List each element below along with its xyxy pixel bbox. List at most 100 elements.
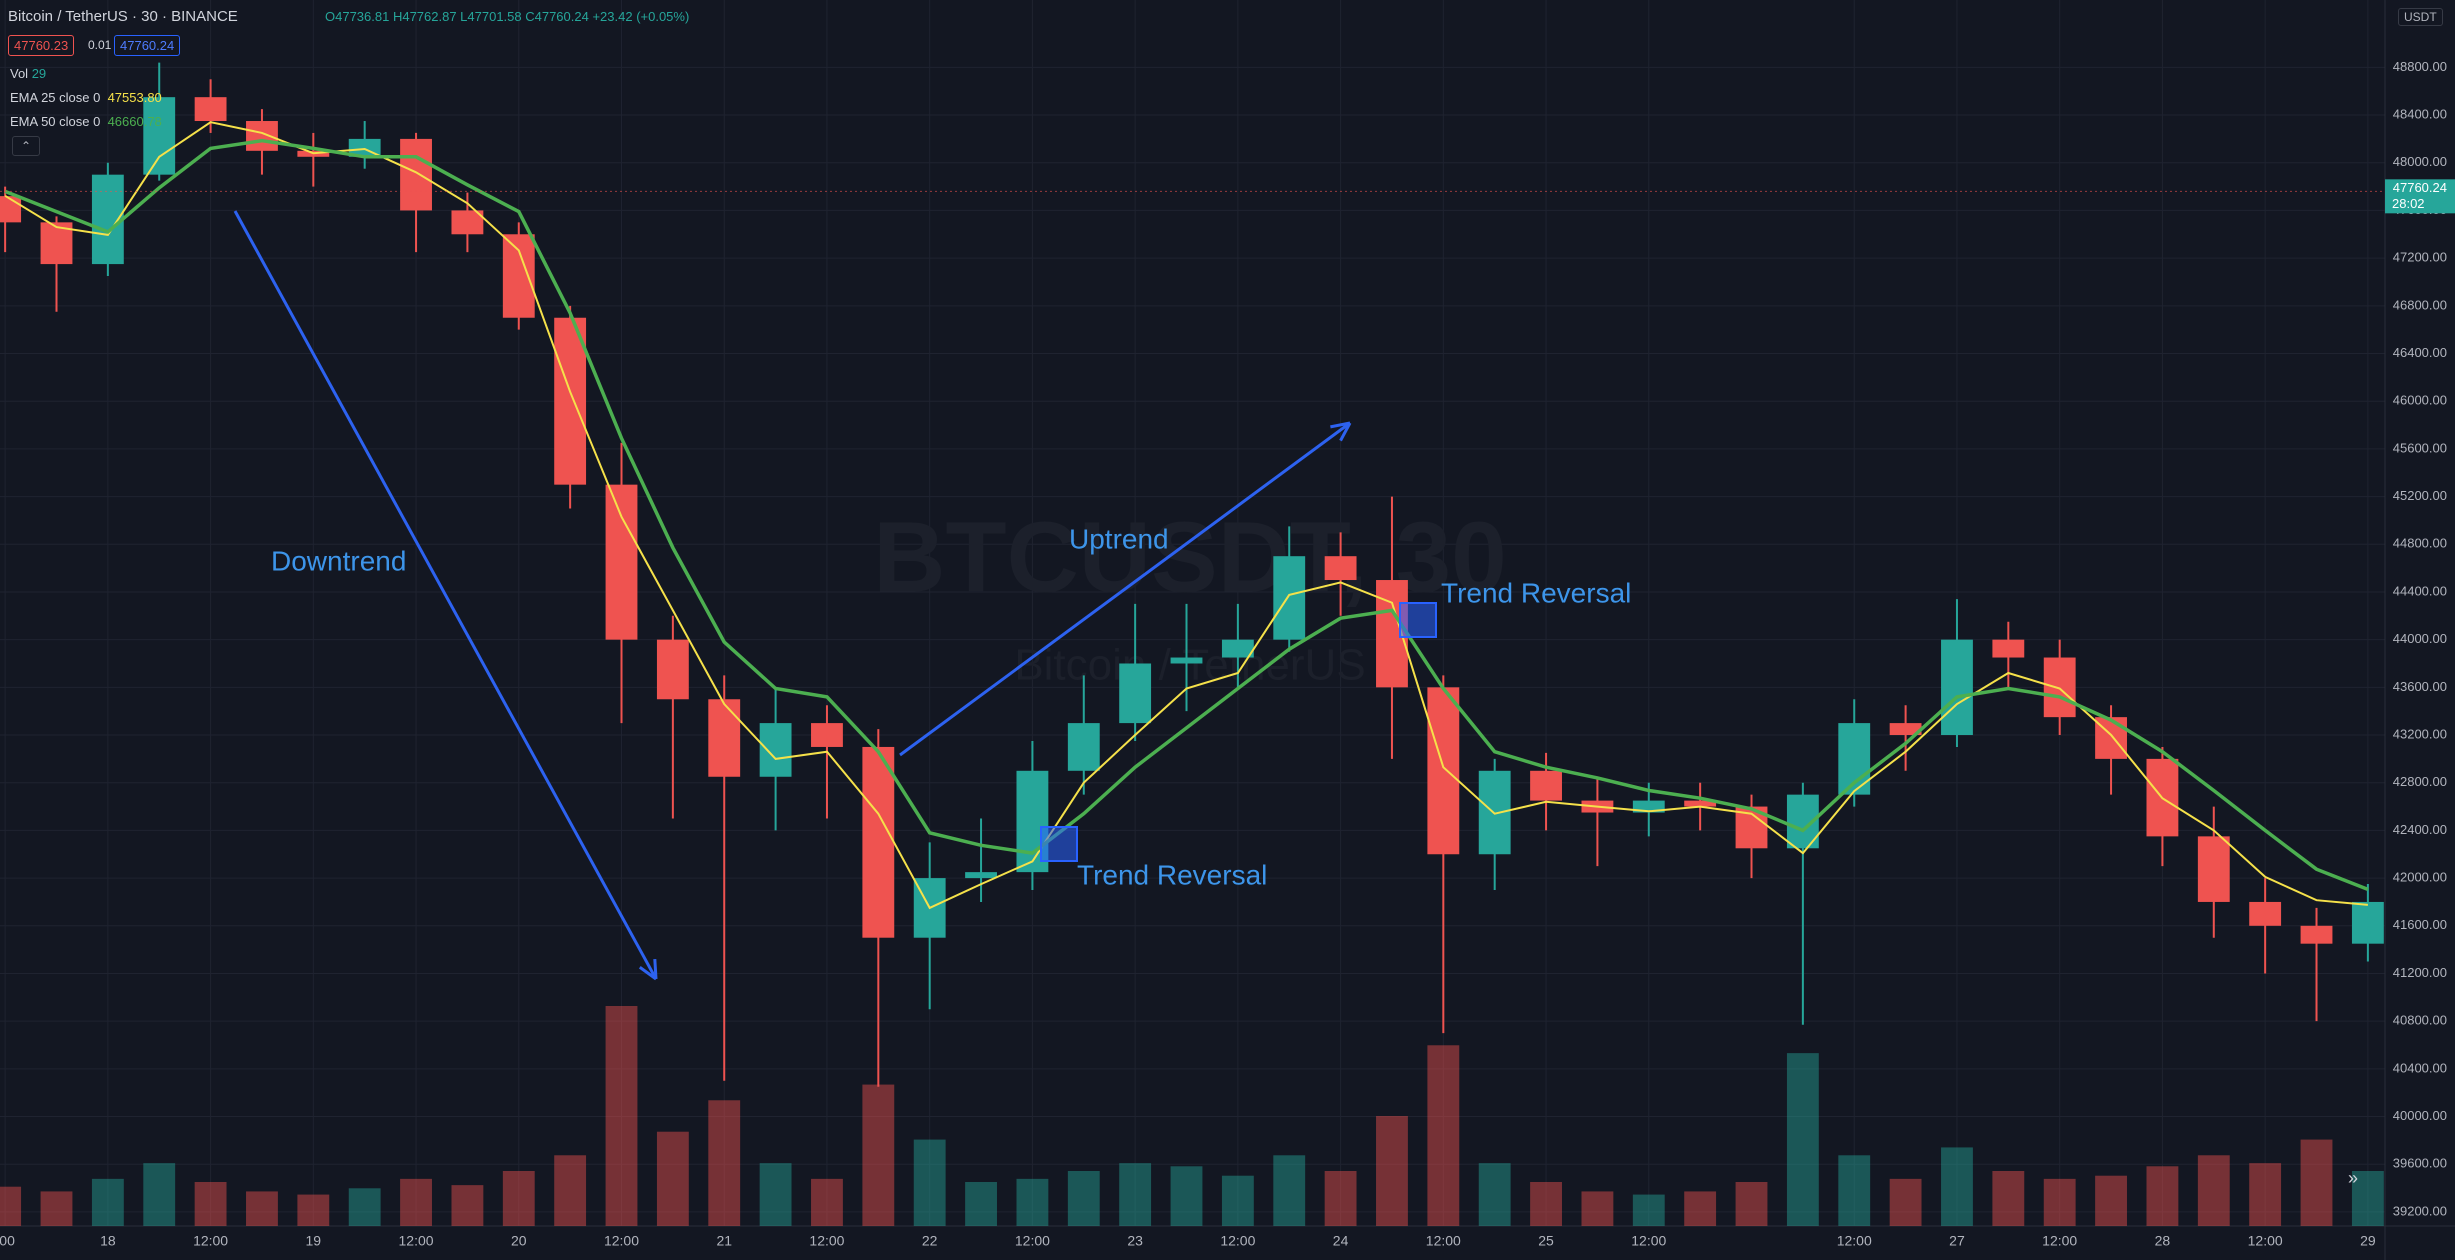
candle-body [965, 872, 997, 879]
candle-body [656, 639, 689, 700]
volume-bar [246, 1191, 278, 1226]
volume-bar [1786, 1053, 1819, 1226]
x-tick-label: 18 [100, 1233, 116, 1249]
candle-body [1889, 723, 1922, 736]
x-tick-label: 28 [2155, 1233, 2171, 1249]
y-tick-label: 47200.00 [2393, 250, 2447, 265]
candle-body [1324, 556, 1357, 581]
candle-body [2300, 925, 2333, 944]
volume-bar [1530, 1182, 1562, 1226]
trend-arrow [233, 210, 658, 980]
candle-body [554, 317, 587, 485]
volume-bar [2351, 1171, 2384, 1226]
x-tick-label: 12:00 [2042, 1233, 2077, 1249]
y-tick-label: 42400.00 [2393, 822, 2447, 837]
x-tick-label: 27 [1949, 1233, 1965, 1249]
y-tick-label: 43200.00 [2393, 726, 2447, 741]
collapse-button[interactable]: ⌃ [12, 136, 40, 156]
scroll-right-button[interactable]: » [2348, 1168, 2359, 1188]
x-tick-label: 12:00 [399, 1233, 434, 1249]
volume-bar [91, 1178, 124, 1226]
ohlc-readout: O47736.81 H47762.87 L47701.58 C47760.24 … [325, 9, 690, 24]
volume-bar [811, 1178, 843, 1226]
x-tick-label: 21 [716, 1233, 732, 1249]
x-tick-label: 12:00 [2248, 1233, 2283, 1249]
candle-body [1941, 639, 1973, 736]
y-tick-label: 48800.00 [2393, 59, 2447, 74]
ema50-legend: EMA 50 close 0 46660.78 [10, 114, 162, 129]
volume-bar [297, 1194, 330, 1226]
y-tick-label: 46800.00 [2393, 297, 2447, 312]
volume-bar [1632, 1194, 1665, 1226]
candle-body [1273, 556, 1306, 640]
x-tick-label: :00 [0, 1233, 15, 1249]
volume-bar [2197, 1155, 2230, 1226]
y-tick-label: 42800.00 [2393, 774, 2447, 789]
x-tick-label: 12:00 [193, 1233, 228, 1249]
candle-body [451, 210, 484, 235]
y-tick-label: 46000.00 [2393, 393, 2447, 408]
candle-body [2197, 836, 2230, 902]
annotation: Downtrend [271, 545, 406, 576]
trend-arrow [899, 421, 1351, 757]
volume-bar [2249, 1163, 2282, 1226]
x-tick-label: 12:00 [604, 1233, 639, 1249]
x-tick-label: 25 [1538, 1233, 1554, 1249]
vol-label: Vol [10, 66, 29, 81]
candle-body [1684, 800, 1717, 807]
y-tick-label: 48400.00 [2393, 106, 2447, 121]
x-tick-label: 23 [1127, 1233, 1143, 1249]
volume-bar [1889, 1178, 1922, 1226]
candle-body [1427, 687, 1460, 855]
ask-price[interactable]: 47760.24 [114, 35, 181, 56]
candle-body [2043, 657, 2076, 718]
candle-body [862, 746, 895, 938]
y-tick-label: 40400.00 [2393, 1060, 2447, 1075]
y-tick-label: 48000.00 [2393, 154, 2447, 169]
volume-bar [1735, 1182, 1768, 1226]
vol-legend: Vol 29 [10, 66, 46, 81]
reversal-box [1040, 826, 1078, 862]
volume-bar [2095, 1175, 2127, 1226]
candle-body [1992, 639, 2025, 658]
watermark-sub: Bitcoin / TetherUS [1014, 641, 1365, 690]
candle-body [2249, 901, 2282, 926]
y-tick-label: 39600.00 [2393, 1156, 2447, 1171]
spread: 0.01 [88, 38, 112, 52]
y-tick-label: 40800.00 [2393, 1013, 2447, 1028]
volume-bar [1992, 1171, 2025, 1226]
volume-bar [1016, 1178, 1049, 1226]
volume-bar [605, 1006, 638, 1226]
x-tick-label: 22 [922, 1233, 938, 1249]
volume-bar [1170, 1166, 1203, 1226]
x-tick-label: 12:00 [1631, 1233, 1666, 1249]
volume-bar [2043, 1178, 2076, 1226]
ema50-label: EMA 50 close 0 [10, 114, 101, 129]
candle-body [2351, 901, 2384, 944]
volume-bar [554, 1155, 587, 1226]
annotation: Trend Reversal [1077, 859, 1267, 890]
x-tick-label: 29 [2360, 1233, 2376, 1249]
currency-badge[interactable]: USDT [2398, 8, 2443, 26]
bid-price[interactable]: 47760.23 [8, 35, 75, 56]
ema-line [4, 138, 2369, 892]
y-tick-label: 39200.00 [2393, 1203, 2447, 1218]
volume-bar [502, 1171, 535, 1226]
arrow-head [1339, 422, 1352, 442]
volume-bar [1119, 1163, 1152, 1226]
candle-body [605, 484, 638, 640]
y-tick-label: 40000.00 [2393, 1108, 2447, 1123]
last-price-label: 47760.24 [2393, 180, 2447, 195]
watermark: BTCUSDT, 30 [873, 501, 1506, 613]
candle-body [708, 699, 741, 777]
candle-body [502, 234, 535, 318]
x-tick-label: 19 [306, 1233, 322, 1249]
volume-bar [1427, 1045, 1460, 1226]
volume-bar [1838, 1155, 1871, 1226]
ema25-value: 47553.80 [107, 90, 162, 105]
volume-bar [400, 1178, 432, 1226]
symbol-title: Bitcoin / TetherUS · 30 · BINANCE [8, 8, 238, 25]
volume-bar [451, 1185, 484, 1226]
